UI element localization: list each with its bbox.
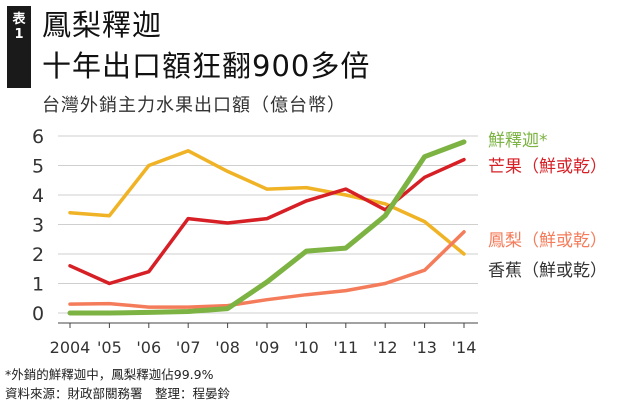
x-tick-label: '12 — [373, 338, 398, 357]
series-label-banana: 香蕉（鮮或乾） — [488, 261, 607, 281]
source-note: 資料來源：財政部關務署 整理：程晏鈴 — [5, 386, 231, 401]
x-tick-label: '08 — [215, 338, 240, 357]
chart-subtitle: 台灣外銷主力水果出口額（億台幣） — [42, 95, 346, 116]
series-line-mango — [68, 157, 466, 286]
series-line-banana — [68, 149, 466, 256]
x-tick-label: '05 — [97, 338, 122, 357]
series-label-mango: 芒果（鮮或乾） — [488, 157, 607, 177]
x-tick-label: '09 — [255, 338, 280, 357]
y-tick-label: 2 — [32, 244, 44, 266]
y-tick-label: 5 — [32, 156, 44, 178]
table-number-badge: 表 1 — [7, 6, 31, 88]
y-tick-label: 3 — [32, 215, 44, 237]
x-tick-label: 2004 — [50, 338, 91, 357]
page-title: 鳳梨釋迦 — [42, 8, 163, 42]
series-line-pineapple — [68, 230, 466, 309]
y-tick-label: 1 — [32, 274, 44, 296]
badge-number: 1 — [14, 27, 24, 42]
x-tick-label: '10 — [294, 338, 319, 357]
page-title-line2: 十年出口額狂翻900多倍 — [42, 49, 371, 83]
series-label-pineapple: 鳳梨（鮮或乾） — [488, 231, 607, 251]
series-line-custard_apple — [67, 139, 467, 316]
x-tick-label: '06 — [136, 338, 161, 357]
x-tick-label: '07 — [176, 338, 201, 357]
y-tick-label: 0 — [32, 303, 44, 325]
y-tick-label: 6 — [32, 126, 44, 148]
series-label-custard_apple: 鮮釋迦* — [488, 131, 548, 151]
footnote: *外銷的鮮釋迦中，鳳梨釋迦佔99.9% — [5, 367, 214, 382]
x-tick-label: '14 — [452, 338, 477, 357]
x-tick-label: '11 — [333, 338, 358, 357]
x-tick-label: '13 — [412, 338, 437, 357]
badge-label: 表 — [12, 12, 26, 27]
y-tick-label: 4 — [32, 185, 44, 207]
